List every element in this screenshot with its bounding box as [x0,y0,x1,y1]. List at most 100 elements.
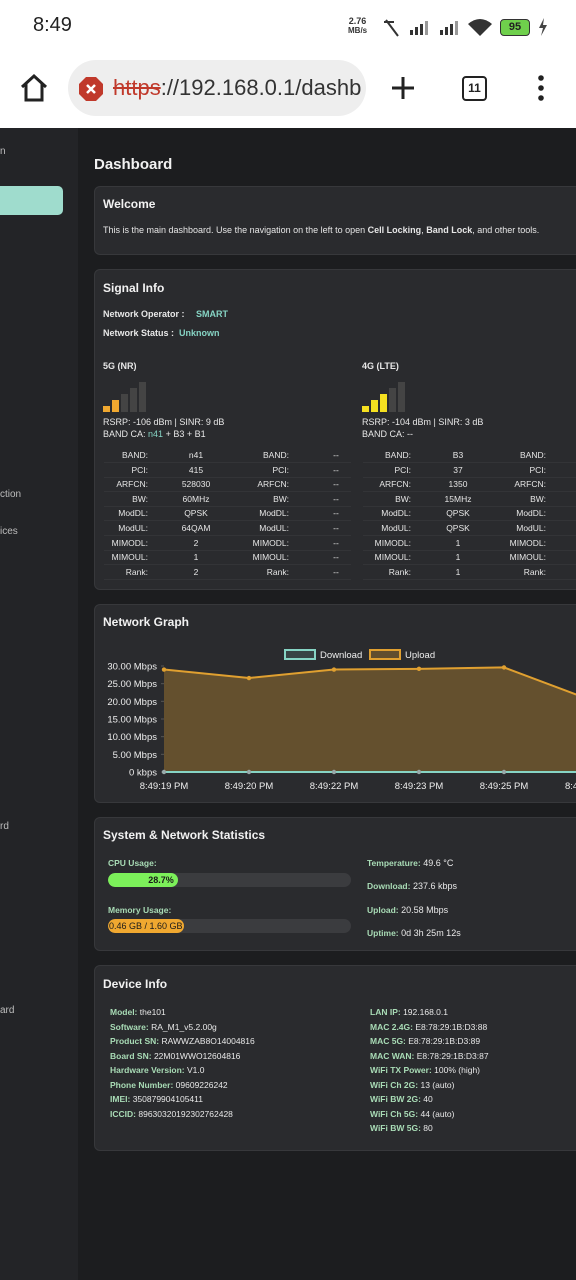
cpu-value: 28.7% [148,875,174,885]
info-row: Model: the101 [110,1007,166,1017]
x-tick-label: 8:49:23 PM [395,781,444,792]
table-cell: -- [333,537,339,548]
y-tick-label: 0 kbps [129,768,157,779]
x-tick-label: 8:49:19 PM [140,781,189,792]
tab-switcher[interactable]: 11 [462,76,487,101]
new-tab-button[interactable] [390,75,416,101]
table-cell: Rank: [125,566,148,577]
stat-label: Download: [367,881,411,892]
info-label: Hardware Version: [110,1065,185,1075]
row-divider [363,476,576,478]
point [246,675,252,681]
info-label: WiFi TX Power: [370,1065,432,1075]
welcome-segment: This is the main dashboard. Use the navi… [103,225,368,235]
lte-metrics: RSRP: -104 dBm | SINR: 3 dB [362,417,484,427]
point [161,769,167,775]
info-label: ICCID: [110,1108,136,1119]
band-ca-secondary: + B3 + B1 [165,429,206,439]
signal-card: Signal Info Network Operator : SMART Net… [94,269,576,590]
table-cell: MIMOUL: [252,552,289,563]
info-row: Software: RA_M1_v5.2.00g [110,1022,217,1032]
info-row: WiFi Ch 5G: 44 (auto) [370,1109,455,1119]
lte-heading: 4G (LTE) [362,361,399,371]
info-value: 40 [423,1094,433,1104]
welcome-text: This is the main dashboard. Use the navi… [103,225,539,235]
table-cell: PCI: [394,464,411,475]
system-card: System & Network Statistics CPU Usage: 2… [94,817,576,951]
menu-button[interactable] [536,74,546,102]
y-tick-label: 5.00 Mbps [113,750,158,761]
info-label: Product SN: [110,1036,160,1046]
cpu-track: 28.7% [108,873,351,887]
table-cell: MIMODL: [374,537,411,548]
stat-label: Upload: [367,904,399,915]
table-cell: -- [333,523,339,533]
info-row: MAC WAN: E8:78:29:1B:D3:87 [370,1051,489,1061]
speed-value: 2.76 [348,16,367,26]
charging-icon [539,18,547,36]
card-title: Signal Info [103,281,165,295]
info-row: Product SN: RAWWZAB8O14004816 [110,1036,255,1046]
status-label: Network Status : [103,328,175,338]
nav-item: ard [0,1005,15,1016]
info-value: 350879904105411 [132,1094,203,1104]
info-value: E8:78:29:1B:D3:88 [415,1021,488,1032]
table-cell: -- [333,552,339,563]
table-cell: BAND: [520,450,546,460]
info-value: 89630320192302762428 [138,1108,233,1119]
table-cell: MIMOUL: [509,552,546,563]
home-button[interactable] [18,72,50,104]
battery: 95 [500,19,530,36]
x-tick-label: 8:49:25 PM [480,781,529,792]
line [163,666,576,696]
stat-value: 237.6 kbps [412,881,458,892]
table-cell: 60MHz [182,493,210,504]
info-label: IMEI: [110,1094,131,1104]
nr-band-ca: BAND CA: n41 + B3 + B1 [103,429,206,439]
info-row: IMEI: 350879904105411 [110,1094,203,1104]
table-cell: ModUL: [118,523,148,533]
point [246,769,252,775]
stat-label: Temperature: [367,858,421,868]
nr-signal-bars [103,382,146,412]
stat-value: 20.58 Mbps [401,904,449,915]
row-divider [363,578,576,580]
welcome-card: Welcome This is the main dashboard. Use … [94,186,576,255]
row-divider [104,535,351,536]
table-cell: BW: [530,493,546,504]
table-cell: ModUL: [259,523,289,533]
stat-row: Temperature: 49.6 °C [367,858,453,868]
info-row: WiFi BW 2G: 40 [370,1094,433,1104]
status: Unknown [179,328,220,338]
signal-icon-1 [410,21,428,35]
band-ca-label: BAND CA: [103,429,146,439]
point [416,666,422,672]
info-row: Hardware Version: V1.0 [110,1065,205,1075]
info-label: MAC 2.4G: [370,1021,413,1032]
welcome-segment: , and other tools. [472,225,540,235]
table-cell: -- [333,464,339,475]
active-nav-item[interactable] [0,186,63,215]
lte-signal-bars [362,382,405,412]
area [164,667,576,772]
info-row: WiFi Ch 2G: 13 (auto) [370,1080,455,1090]
info-label: WiFi Ch 2G: [370,1079,419,1090]
url-bar[interactable]: https://192.168.0.1/dashb [68,60,366,116]
memory-bar [108,919,184,933]
table-cell: QPSK [446,508,470,519]
info-label: Board SN: [110,1050,152,1061]
x-tick-label: 8:49:20 PM [225,781,274,792]
table-cell: -- [333,450,339,460]
row-divider [104,505,351,507]
table-cell: BAND: [122,450,148,460]
stat-value: 49.6 °C [423,858,454,868]
point [331,667,337,672]
info-row: Board SN: 22M01WWO12604816 [110,1051,240,1061]
row-divider [104,462,351,463]
info-value: V1.0 [187,1065,205,1075]
card-title: Device Info [103,977,168,991]
table-cell: ARFCN: [514,479,546,490]
point [416,769,422,775]
table-cell: 64QAM [181,523,211,533]
table-cell: 415 [188,464,204,475]
